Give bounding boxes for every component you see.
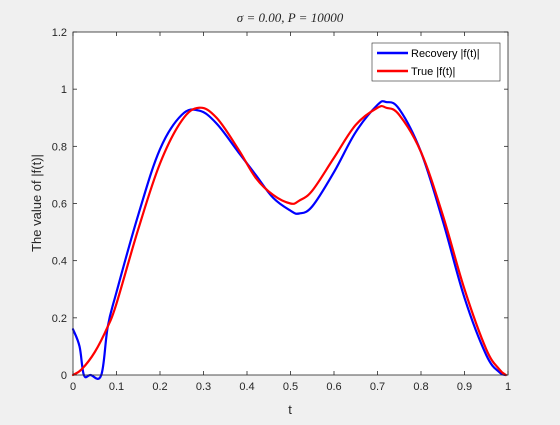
x-tick-label: 0.2 xyxy=(152,381,167,393)
x-tick-label: 0.4 xyxy=(239,381,254,393)
y-tick-label: 0.8 xyxy=(52,141,67,153)
series-layer xyxy=(71,100,507,380)
x-tick-label: 0.8 xyxy=(413,381,428,393)
legend-label-recovery: Recovery |f(t)| xyxy=(411,48,480,60)
x-tick-label: 1 xyxy=(505,381,511,393)
legend: Recovery |f(t)| True |f(t)| xyxy=(371,42,501,82)
x-tick-label: 0.1 xyxy=(109,381,124,393)
series-line-true xyxy=(71,104,507,377)
y-tick-label: 0.6 xyxy=(52,199,67,211)
y-tick-label: 0.2 xyxy=(52,313,67,325)
x-axis-label: t xyxy=(288,402,292,417)
tick-layer: 0 0.1 0.2 0.3 0.4 0.5 0.6 0.7 0.8 0.9 1 0 0.2 0.4 0.6 0… xyxy=(52,27,511,393)
y-tick-label: 1.2 xyxy=(52,27,67,39)
legend-label-true: True |f(t)| xyxy=(411,66,455,78)
y-tick-label: 1 xyxy=(61,84,67,96)
x-tick-label: 0.6 xyxy=(326,381,341,393)
y-tick-label: 0.4 xyxy=(52,256,67,268)
x-tick-label: 0.9 xyxy=(457,381,472,393)
legend-box xyxy=(371,42,501,82)
chart-title: σ = 0.00, P = 10000 xyxy=(237,10,344,25)
y-axis-label: The value of |f(t)| xyxy=(29,154,44,252)
x-tick-label: 0.7 xyxy=(370,381,385,393)
x-tick-label: 0.5 xyxy=(283,381,298,393)
x-tick-label: 0.3 xyxy=(196,381,211,393)
y-tick-label: 0 xyxy=(61,370,67,382)
x-tick-label: 0 xyxy=(70,381,76,393)
